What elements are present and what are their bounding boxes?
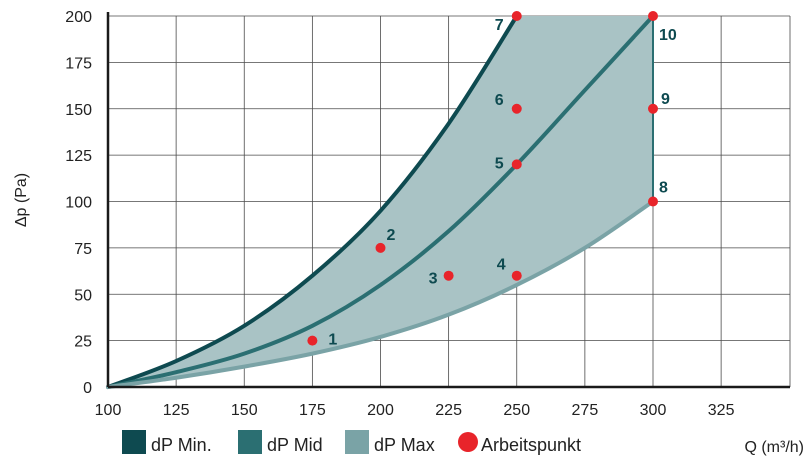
y-axis-ticks: 0 25 50 75 100 125 150 175 200: [65, 9, 92, 397]
y-axis-label: Δp (Pa): [13, 173, 30, 227]
curve-dp-mid: [106, 14, 655, 389]
operating-point-6: [511, 103, 522, 114]
curve-dp-max: [106, 199, 655, 389]
operating-point-10: [648, 11, 658, 21]
legend-marker-arbeitspunkt: [458, 432, 478, 452]
operating-point-1: [307, 335, 318, 346]
operating-point-9: [648, 103, 658, 114]
x-tick-label: 175: [299, 402, 326, 419]
x-tick-label: 250: [503, 402, 530, 419]
x-tick-label: 300: [640, 402, 667, 419]
operating-point-label-1: 1: [328, 332, 337, 349]
x-tick-label: 100: [95, 402, 122, 419]
operating-point-5: [511, 159, 522, 170]
y-tick-label: 200: [65, 9, 92, 26]
legend-swatch-dp-min: [122, 430, 146, 454]
legend-swatch-dp-mid: [238, 430, 262, 454]
x-tick-label: 150: [231, 402, 258, 419]
x-tick-label: 225: [435, 402, 462, 419]
legend-label-dp-mid: dP Mid: [267, 435, 323, 455]
x-tick-label: 200: [367, 402, 394, 419]
operating-point-label-5: 5: [495, 155, 504, 172]
x-axis-label: Q (m³/h): [744, 439, 804, 456]
y-tick-label: 50: [74, 287, 92, 304]
y-tick-label: 175: [65, 55, 92, 72]
x-tick-label: 125: [163, 402, 190, 419]
operating-points: 1 2 3 4 5 6 7 8 9 10: [307, 11, 677, 349]
operating-point-label-8: 8: [659, 180, 668, 197]
operating-point-8: [648, 196, 658, 207]
operating-point-3: [443, 270, 454, 281]
x-tick-label: 325: [708, 402, 735, 419]
curves: [106, 14, 655, 389]
legend-label-dp-min: dP Min.: [151, 435, 212, 455]
y-tick-label: 150: [65, 102, 92, 119]
operating-point-2: [375, 242, 386, 253]
operating-point-label-7: 7: [495, 17, 504, 34]
y-tick-label: 25: [74, 334, 92, 351]
operating-point-label-9: 9: [661, 91, 670, 108]
operating-point-label-2: 2: [387, 227, 396, 244]
legend-label-arbeitspunkt: Arbeitspunkt: [481, 435, 581, 455]
operating-point-label-3: 3: [429, 271, 438, 288]
y-tick-label: 100: [65, 195, 92, 212]
axes: [106, 12, 790, 389]
x-tick-label: 275: [572, 402, 599, 419]
y-tick-label: 75: [74, 241, 92, 258]
curve-dp-min: [106, 14, 519, 389]
operating-point-7: [511, 11, 522, 21]
operating-point-label-10: 10: [659, 27, 677, 44]
y-tick-label: 0: [83, 380, 92, 397]
legend: dP Min. dP Mid dP Max Arbeitspunkt: [122, 430, 581, 455]
operating-point-label-4: 4: [497, 257, 506, 274]
x-axis-ticks: 100 125 150 175 200 225 250 275 300 325: [95, 402, 735, 419]
legend-label-dp-max: dP Max: [374, 435, 435, 455]
operating-point-4: [511, 270, 522, 281]
operating-point-label-6: 6: [495, 92, 504, 109]
y-tick-label: 125: [65, 148, 92, 165]
legend-swatch-dp-max: [345, 430, 369, 454]
